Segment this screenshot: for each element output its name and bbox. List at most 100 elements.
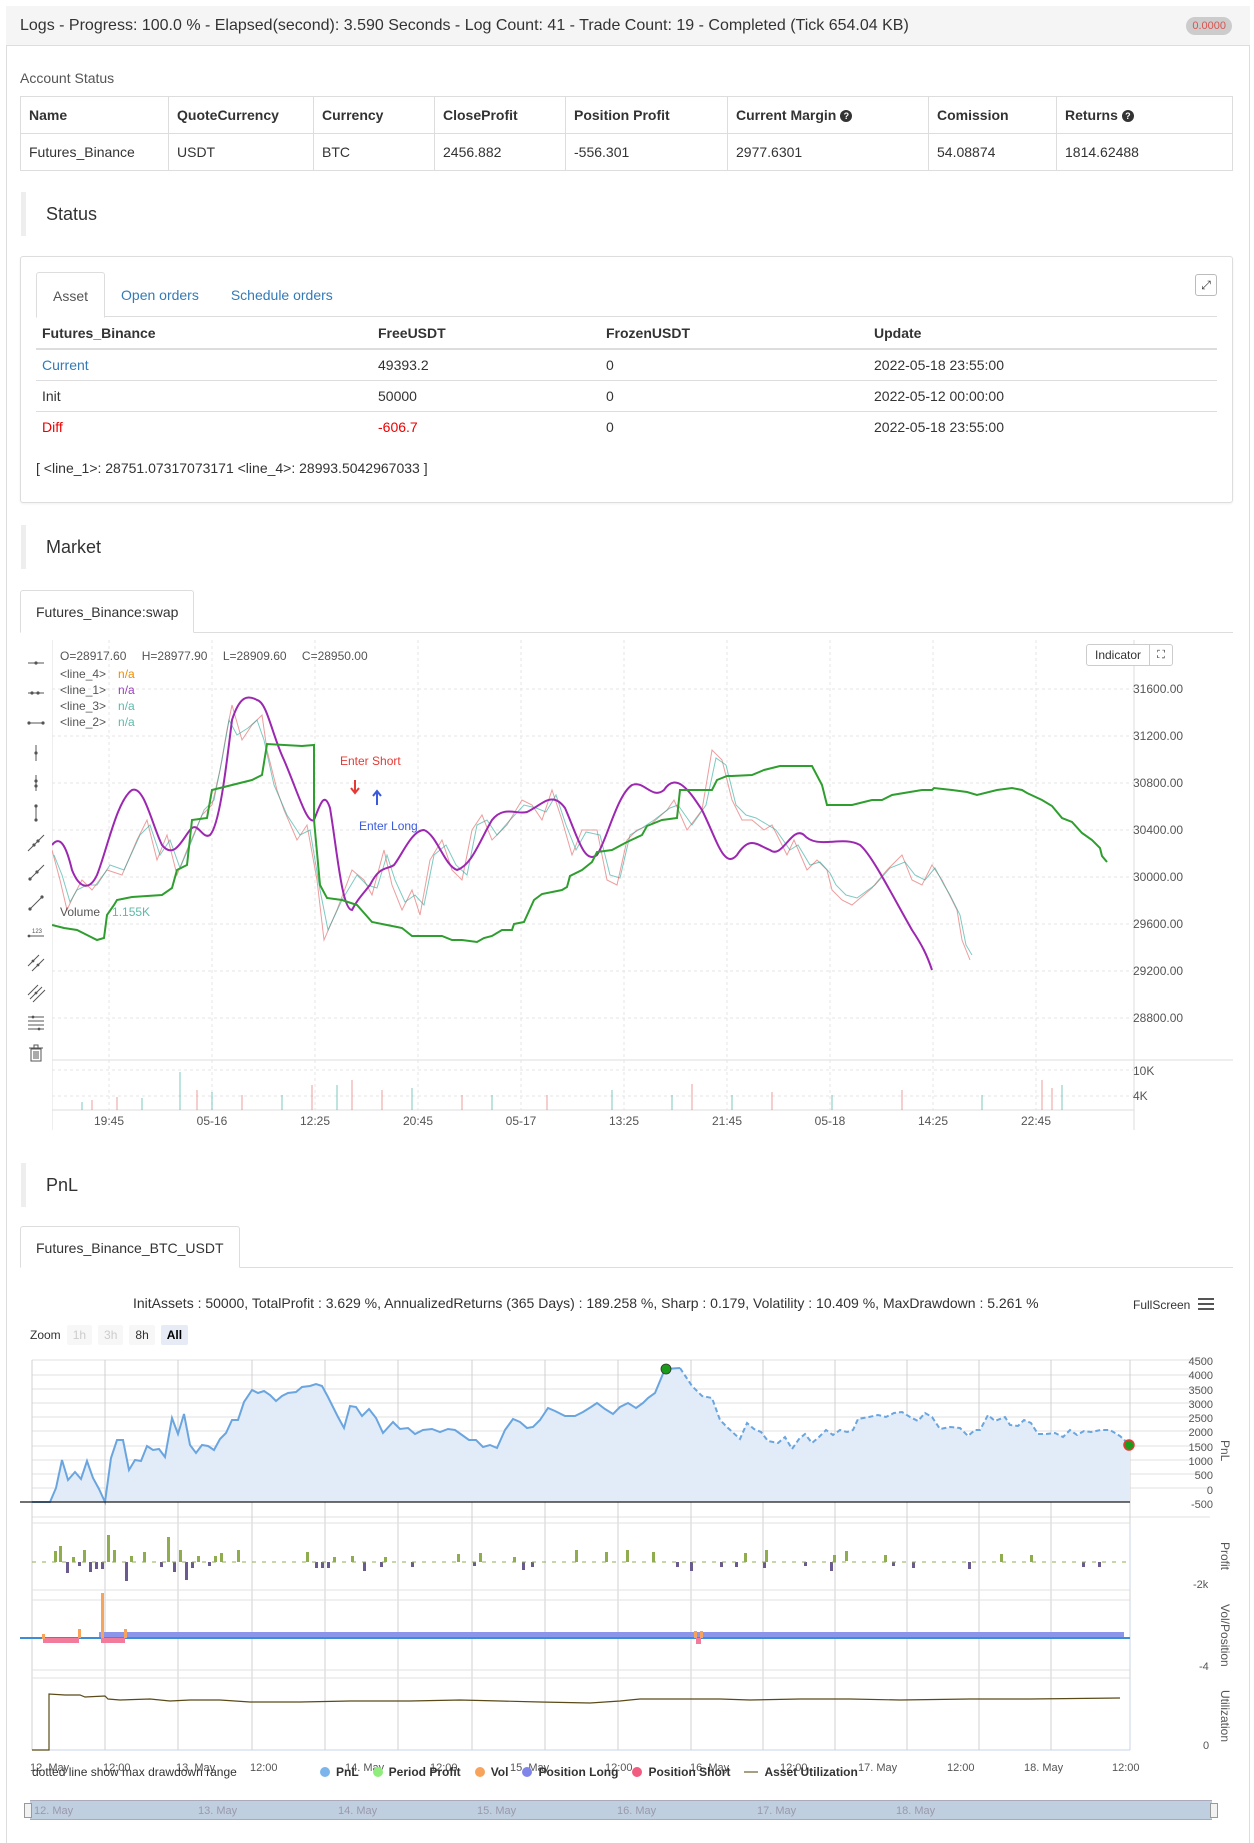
help-icon[interactable]: ? (1121, 110, 1134, 123)
pnl-chart[interactable] (20, 1350, 1240, 1760)
legend-line-2: <line_2> n/a (60, 715, 135, 729)
cell-name: Futures_Binance (20, 133, 169, 171)
trash-icon[interactable] (26, 1043, 46, 1063)
navigator-right-handle[interactable] (1210, 1803, 1218, 1818)
legend-line-1: <line_1> n/a (60, 683, 135, 697)
high-value: H=28977.90 (141, 649, 208, 663)
account-row: Futures_Binance USDT BTC 2456.882 -556.3… (20, 133, 1233, 171)
horizontal-ray-icon[interactable] (26, 683, 46, 703)
cell-quotecurrency: USDT (168, 133, 314, 171)
asset-table: Futures_Binance FreeUSDT FrozenUSDT Upda… (36, 317, 1217, 442)
horizontal-segment-icon[interactable] (26, 713, 46, 733)
navigator-left-handle[interactable] (24, 1803, 32, 1818)
legend-item-asset-utilization[interactable]: Asset Utilization (744, 1765, 858, 1779)
legend-line-icon (744, 1771, 759, 1773)
pnl-legend: PnL Period Profit Vol Position Long Posi… (320, 1765, 872, 1779)
legend-value: n/a (118, 715, 135, 729)
zoom-controls: Zoom 1h 3h 8h All (30, 1325, 189, 1345)
vertical-line-icon[interactable] (26, 743, 46, 763)
legend-item-position-short[interactable]: Position Short (632, 1765, 730, 1779)
menu-icon[interactable] (1198, 1297, 1214, 1311)
pnl-axis-title: PnL (1218, 1440, 1232, 1462)
col-name: Name (20, 96, 169, 134)
close-value: C=28950.00 (301, 649, 368, 663)
navigator-label: 14. May (338, 1805, 378, 1817)
y-tick: 500 (1194, 1470, 1213, 1483)
tab-futures-binance-btc-usdt[interactable]: Futures_Binance_BTC_USDT (20, 1226, 240, 1268)
expand-icon[interactable]: ⤢ (1195, 274, 1217, 296)
zoom-8h-button[interactable]: 8h (129, 1325, 155, 1345)
vol-tick: -4 (1199, 1661, 1209, 1673)
legend-line-3: <line_3> n/a (60, 699, 135, 713)
y-tick: 3000 (1188, 1398, 1213, 1411)
divider (20, 632, 1233, 633)
y-tick: 29600.00 (1133, 917, 1184, 931)
price-channel-icon[interactable] (26, 983, 46, 1003)
price-label-icon[interactable]: 123 (26, 923, 46, 943)
y-tick: 2500 (1188, 1413, 1213, 1426)
x-tick: 13. May (176, 1762, 216, 1774)
row-current-label[interactable]: Current (36, 349, 372, 381)
y-tick: 4500 (1188, 1356, 1213, 1368)
x-tick: 12:00 (103, 1762, 131, 1774)
zoom-1h-button[interactable]: 1h (66, 1325, 93, 1345)
cell-update: 2022-05-18 23:55:00 (868, 349, 1217, 381)
col-quotecurrency: QuoteCurrency (168, 96, 314, 134)
pnl-section-title: PnL (21, 1163, 1221, 1207)
x-tick: 12:00 (430, 1762, 458, 1774)
legend-label: Vol (490, 1765, 509, 1779)
cell-frozen: 0 (606, 418, 614, 435)
fullscreen-icon[interactable]: ⛶ (1157, 649, 1165, 661)
table-row: Current 49393.2 0 2022-05-18 23:55:00 (36, 349, 1217, 381)
vertical-ray-icon[interactable] (26, 773, 46, 793)
tab-futures-binance-swap[interactable]: Futures_Binance:swap (20, 590, 195, 633)
cell-free: 50000 (372, 380, 600, 412)
y-tick: 29200.00 (1133, 964, 1184, 978)
zoom-all-button[interactable]: All (160, 1325, 189, 1345)
col-current-margin: Current Margin? (727, 96, 929, 134)
util-tick: 0 (1203, 1740, 1210, 1752)
horizontal-line-icon[interactable] (26, 653, 46, 673)
table-row: Init 50000 0 2022-05-12 00:00:00 (36, 380, 1217, 412)
legend-item-period-profit[interactable]: Period Profit (372, 1765, 461, 1779)
candlestick-chart[interactable]: 123 Enter Short Enter Long (20, 640, 1233, 1130)
legend-item-position-long[interactable]: Position Long (522, 1765, 618, 1779)
market-section-title: Market (21, 525, 1221, 569)
help-icon[interactable]: ? (840, 110, 853, 123)
segment-line-icon[interactable] (26, 893, 46, 913)
tab-schedule-orders[interactable]: Schedule orders (230, 287, 333, 303)
table-row: Diff -606.7 0 2022-05-18 23:55:00 (36, 411, 1217, 442)
tab-asset[interactable]: Asset (36, 272, 106, 318)
col-closeprofit: CloseProfit (434, 96, 566, 134)
fibonacci-icon[interactable] (26, 1013, 46, 1033)
vertical-segment-icon[interactable] (26, 803, 46, 823)
divider (20, 1267, 1233, 1268)
x-tick: 21:45 (711, 1114, 743, 1128)
legend-item-pnl[interactable]: PnL (320, 1765, 359, 1779)
legend-value: n/a (118, 699, 135, 713)
y-tick: 1000 (1188, 1456, 1213, 1469)
trend-line-icon[interactable] (26, 833, 46, 853)
y-tick: 30400.00 (1133, 823, 1184, 837)
zoom-3h-button[interactable]: 3h (98, 1325, 124, 1345)
logs-header[interactable]: Logs - Progress: 100.0 % - Elapsed(secon… (6, 6, 1250, 46)
legend-dot-icon (632, 1767, 643, 1777)
legend-value: n/a (118, 667, 135, 681)
y-tick: 30800.00 (1133, 776, 1184, 790)
fullscreen-button[interactable]: FullScreen (1133, 1298, 1191, 1312)
row-diff-label: Diff (42, 418, 63, 435)
parallel-lines-icon[interactable] (26, 953, 46, 973)
ray-line-icon[interactable] (26, 863, 46, 883)
indicator-button[interactable]: Indicator ⛶ (1086, 644, 1174, 666)
range-navigator[interactable]: 12. May 13. May 14. May 15. May 16. May … (24, 1800, 1218, 1820)
legend-item-vol[interactable]: Vol (474, 1765, 509, 1779)
legend-label: Asset Utilization (764, 1765, 858, 1779)
legend-value: n/a (118, 683, 135, 697)
tab-open-orders[interactable]: Open orders (121, 287, 199, 303)
x-tick: 14:25 (917, 1114, 949, 1128)
x-tick: 12:25 (299, 1114, 331, 1128)
enter-long-label: Enter Long (359, 819, 418, 833)
legend-dot-icon (372, 1767, 383, 1777)
line-summary: [ <line_1>: 28751.07317073171 <line_4>: … (36, 460, 428, 476)
x-tick: 17. May (858, 1762, 898, 1774)
